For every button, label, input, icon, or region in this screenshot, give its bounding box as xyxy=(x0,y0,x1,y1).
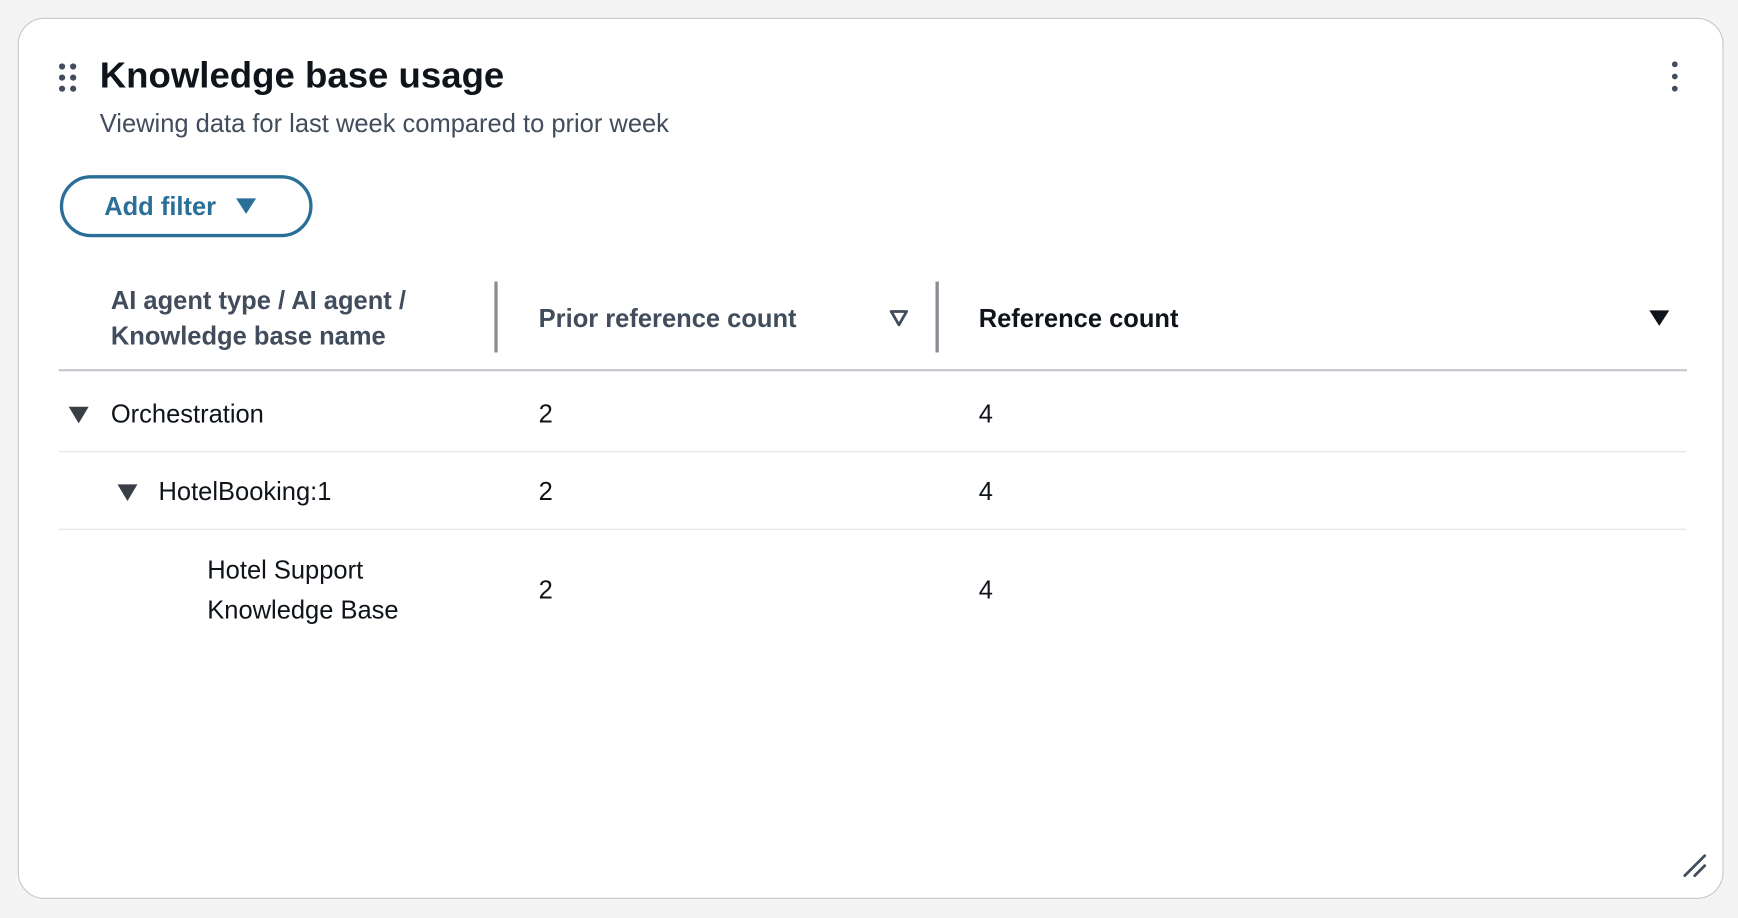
row-divider xyxy=(58,528,1686,530)
add-filter-button[interactable]: Add filter xyxy=(59,175,313,238)
drag-handle-icon[interactable] xyxy=(58,63,77,92)
row-prior-count: 2 xyxy=(538,476,553,506)
row-reference-count: 4 xyxy=(978,399,993,428)
widget-subtitle: Viewing data for last week compared to p… xyxy=(99,108,669,138)
column-header-name-line2: Knowledge base name xyxy=(110,321,386,351)
sort-icon[interactable] xyxy=(889,309,909,327)
row-name: Orchestration xyxy=(110,399,264,428)
row-name: HotelBooking:1 xyxy=(158,476,332,506)
row-divider xyxy=(58,451,1686,453)
row-reference-count: 4 xyxy=(978,575,993,605)
row-name: Hotel Support Knowledge Base xyxy=(207,550,398,630)
column-header-name-line1: AI agent type / AI agent / xyxy=(110,285,406,315)
row-name-line1: Hotel Support xyxy=(207,555,364,585)
row-name-line2: Knowledge Base xyxy=(207,595,399,625)
widget-title: Knowledge base usage xyxy=(99,54,505,96)
column-header-name: AI agent type / AI agent / Knowledge bas… xyxy=(111,283,406,354)
expand-icon[interactable] xyxy=(117,484,138,501)
caret-down-icon xyxy=(236,198,256,214)
header-divider xyxy=(58,369,1687,372)
resize-handle-icon[interactable] xyxy=(1681,852,1708,879)
row-prior-count: 2 xyxy=(538,399,553,428)
column-resizer[interactable] xyxy=(935,281,939,353)
sort-descending-icon[interactable] xyxy=(1648,309,1670,327)
knowledge-base-usage-widget: Knowledge base usage Viewing data for la… xyxy=(17,17,1724,899)
column-header-reference-count[interactable]: Reference count xyxy=(978,303,1179,333)
more-vertical-icon[interactable] xyxy=(1665,61,1685,94)
row-reference-count: 4 xyxy=(978,476,993,506)
column-resizer[interactable] xyxy=(494,281,498,353)
column-header-prior-reference-count[interactable]: Prior reference count xyxy=(538,303,797,333)
expand-icon[interactable] xyxy=(68,406,89,424)
row-prior-count: 2 xyxy=(538,575,553,605)
add-filter-label: Add filter xyxy=(104,191,217,221)
